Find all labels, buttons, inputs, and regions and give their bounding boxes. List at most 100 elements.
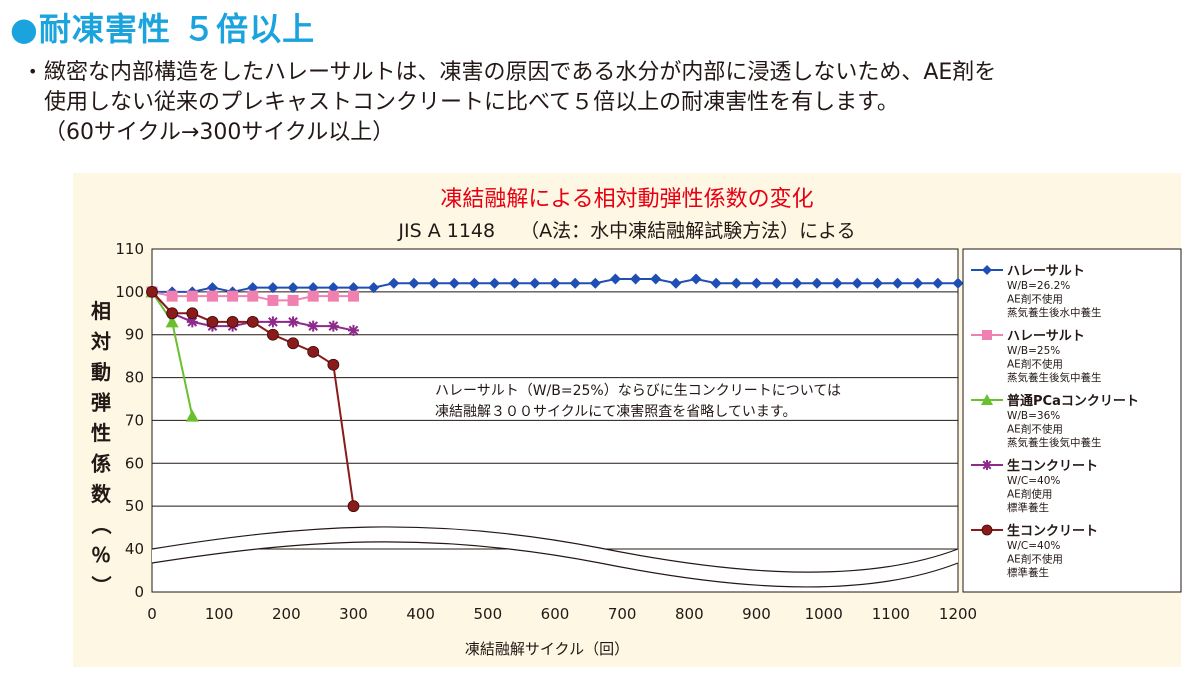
legend-3-detail-0: W/C=40%	[1007, 475, 1060, 487]
y-axis-label-char-5: 係	[91, 452, 111, 476]
legend-3-marker	[982, 460, 992, 470]
x-tick-label-100: 100	[205, 605, 234, 623]
x-tick-label-500: 500	[474, 605, 503, 623]
series-0-point-21	[569, 277, 581, 289]
series-1-point-2	[186, 290, 198, 302]
series-0-point-26	[670, 277, 682, 289]
legend-0-detail-1: AE剤不使用	[1007, 293, 1063, 306]
y-tick-label-50: 50	[125, 497, 144, 515]
legend-0-marker	[982, 265, 992, 275]
series-1-point-7	[287, 294, 299, 306]
series-0-point-11	[368, 282, 380, 294]
x-tick-label-1100: 1100	[872, 605, 910, 623]
x-tick-label-1000: 1000	[805, 605, 843, 623]
series-3-point-10	[348, 324, 359, 336]
series-0-point-8	[307, 282, 319, 294]
x-tick-label-1200: 1200	[939, 605, 977, 623]
annotation-line-2: 凍結融解３００サイクルにて凍害照査を省略しています。	[435, 404, 796, 420]
series-0-point-14	[428, 277, 440, 289]
x-tick-label-800: 800	[675, 605, 704, 623]
legend-2-marker	[981, 394, 993, 405]
legend-1-detail-2: 蒸気養生後気中養生	[1007, 371, 1102, 384]
series-0-point-17	[489, 277, 501, 289]
description-line-2: 使用しない従来のプレキャストコンクリートに比べて５倍以上の耐凍害性を有します。	[44, 90, 899, 115]
series-1-point-6	[267, 294, 279, 306]
legend-4-name: 生コンクリート	[1007, 523, 1098, 539]
x-tick-label-400: 400	[406, 605, 435, 623]
series-0-point-22	[589, 277, 601, 289]
series-4-point-9	[327, 358, 340, 371]
series-0-point-16	[468, 277, 480, 289]
series-0-point-37	[892, 277, 904, 289]
y-axis-label-char-2: 動	[91, 360, 111, 384]
chart-title: 凍結融解による相対動弾性係数の変化	[440, 187, 814, 212]
legend-0-name: ハレーサルト	[1007, 264, 1085, 279]
series-0-point-28	[710, 277, 722, 289]
legend-4-marker	[981, 524, 993, 536]
x-tick-label-600: 600	[541, 605, 570, 623]
y-tick-label-60: 60	[125, 454, 144, 472]
series-3-point-7	[287, 316, 299, 328]
y-axis-label-char-9: ）	[89, 576, 113, 596]
series-0-point-32	[791, 277, 803, 289]
annotation-line-1: ハレーサルト（W/B=25%）ならびに生コンクリートについては	[435, 383, 841, 399]
series-0-point-27	[690, 273, 702, 285]
series-4-point-2	[186, 307, 199, 320]
series-0-point-35	[851, 277, 863, 289]
description: 緻密な内部構造をしたハレーサルトは、凍害の原因である水分が内部に浸透しないため、…	[44, 58, 1184, 148]
y-tick-label-100: 100	[115, 283, 144, 301]
series-0-point-18	[509, 277, 521, 289]
series-1-point-9	[327, 290, 339, 302]
series-0-point-33	[811, 277, 823, 289]
legend-1-name: ハレーサルト	[1007, 329, 1085, 344]
y-axis-label-char-7: （	[89, 515, 113, 535]
description-line-1: 緻密な内部構造をしたハレーサルトは、凍害の原因である水分が内部に浸透しないため、…	[44, 60, 997, 85]
series-0-point-5	[247, 282, 259, 294]
series-0-point-31	[771, 277, 783, 289]
series-4-point-7	[287, 337, 299, 350]
legend-0-detail-2: 蒸気養生後水中養生	[1007, 306, 1102, 319]
legend-1-detail-0: W/B=25%	[1007, 345, 1060, 357]
series-0-point-20	[549, 277, 561, 289]
series-2-point-1	[165, 315, 179, 328]
series-4-point-1	[166, 307, 179, 320]
series-0-point-39	[932, 277, 944, 289]
legend-3-detail-1: AE剤使用	[1007, 488, 1052, 501]
series-4-point-3	[206, 315, 219, 328]
axis-break-line-upper	[151, 526, 959, 573]
legend-2-name: 普通PCaコンクリート	[1007, 393, 1139, 409]
series-0-point-30	[751, 277, 762, 289]
page-title: ●耐凍害性 ５倍以上	[10, 10, 316, 48]
series-0-point-23	[609, 273, 621, 285]
y-axis-label-char-6: 数	[91, 482, 112, 506]
series-0-point-36	[871, 277, 883, 289]
x-tick-label-900: 900	[742, 605, 771, 623]
legend-4-detail-0: W/C=40%	[1007, 540, 1060, 552]
bullet-mark: •	[28, 62, 38, 81]
series-0-point-13	[408, 277, 420, 289]
y-tick-label-40: 40	[125, 540, 144, 558]
axis-break-line-lower	[151, 541, 959, 588]
series-0-point-10	[348, 282, 359, 294]
series-3-point-6	[267, 316, 279, 328]
series-4-point-4	[226, 315, 239, 328]
series-0-point-19	[529, 277, 541, 289]
chart-subtitle: JIS A 1148 （A法：水中凍結融解試験方法）による	[398, 220, 856, 242]
y-axis-label-char-0: 相	[91, 299, 111, 323]
legend-3-name: 生コンクリート	[1007, 458, 1098, 474]
legend-4-detail-1: AE剤不使用	[1007, 553, 1063, 566]
legend-1-marker	[982, 330, 992, 340]
legend-2-detail-0: W/B=36%	[1007, 410, 1060, 422]
series-1-point-3	[206, 290, 218, 302]
y-tick-label-70: 70	[125, 411, 144, 429]
series-0-point-40	[952, 277, 964, 289]
legend-4-detail-2: 標準養生	[1007, 566, 1049, 579]
series-0-point-29	[730, 277, 742, 289]
series-4-point-8	[307, 345, 320, 358]
y-tick-label-0: 0	[134, 583, 144, 601]
series-0-point-15	[448, 277, 460, 289]
legend-box	[962, 248, 1182, 593]
series-2-point-2	[185, 409, 199, 422]
series-4-point-6	[266, 328, 279, 341]
